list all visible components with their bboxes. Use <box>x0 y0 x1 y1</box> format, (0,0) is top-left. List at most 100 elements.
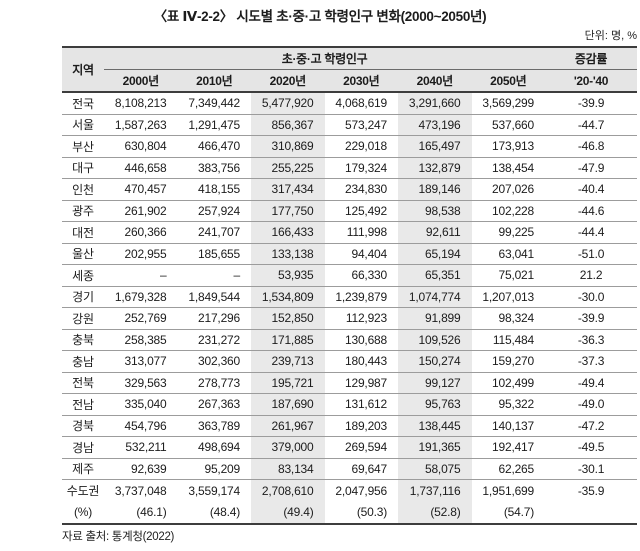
table-row: 제주 92,639 95,209 83,134 69,647 58,075 62,265 -3… <box>62 458 638 480</box>
region-cell: 전남 <box>62 393 104 416</box>
change-cell: -44.7 <box>545 114 638 136</box>
value-cell: 537,660 <box>471 114 546 136</box>
summary-value-cell: 2,047,956 (50.3) <box>324 479 398 525</box>
change-cell: -49.5 <box>545 436 638 459</box>
value-cell: 1,291,475 <box>177 114 251 136</box>
summary-value-cell-line1: 1,951,699 <box>482 484 535 498</box>
change-cell: -44.4 <box>545 221 638 244</box>
value-cell: 5,477,920 <box>251 92 325 115</box>
value-cell: 269,594 <box>324 436 398 459</box>
table-row: 전북 329,563 278,773 195,721 129,987 99,127 102,… <box>62 372 638 394</box>
value-cell: 98,538 <box>398 200 472 222</box>
value-cell: 229,018 <box>324 135 398 158</box>
region-cell: 대전 <box>62 221 104 244</box>
region-cell: 대구 <box>62 157 104 179</box>
summary-value-cell-line1: 1,737,116 <box>409 484 461 498</box>
table-title: 〈표 Ⅳ-2-2〉 시도별 초·중·고 학령인구 변화(2000~2050년) <box>153 9 487 24</box>
value-cell: 95,209 <box>177 458 251 480</box>
value-cell: 630,804 <box>104 135 178 158</box>
value-cell: 239,713 <box>251 350 325 373</box>
change-cell: 21.2 <box>545 264 638 287</box>
value-cell: 261,902 <box>104 200 178 222</box>
value-cell: 1,587,263 <box>104 114 178 136</box>
value-cell: 66,330 <box>324 264 398 287</box>
region-cell: 강원 <box>62 307 104 330</box>
value-cell: 1,239,879 <box>324 286 398 308</box>
value-cell: 75,021 <box>471 264 546 287</box>
value-cell: 418,155 <box>177 178 251 201</box>
summary-value-cell-line1: 3,559,174 <box>188 484 240 498</box>
value-cell: 132,879 <box>398 157 472 179</box>
value-cell: 125,492 <box>324 200 398 222</box>
value-cell: 112,923 <box>324 307 398 330</box>
value-cell: 1,679,328 <box>104 286 178 308</box>
value-cell: 91,899 <box>398 307 472 330</box>
value-cell: 383,756 <box>177 157 251 179</box>
value-cell: 131,612 <box>324 393 398 416</box>
change-column-header: 증감률 <box>545 47 638 70</box>
value-cell: 98,324 <box>471 307 546 330</box>
summary-change-cell-line2 <box>545 502 637 523</box>
table-row: 경북 454,796 363,789 261,967 189,203 138,445 140… <box>62 415 638 437</box>
value-cell: 102,228 <box>471 200 546 222</box>
value-cell: 111,998 <box>324 221 398 244</box>
value-cell: 192,417 <box>471 436 546 459</box>
summary-region-cell: 수도권 (%) <box>62 479 104 525</box>
change-cell: -30.0 <box>545 286 638 308</box>
year-header: 2030년 <box>324 69 398 93</box>
value-cell: 532,211 <box>104 436 178 459</box>
value-cell: 165,497 <box>398 135 472 158</box>
change-cell: -40.4 <box>545 178 638 201</box>
table-row: 서울 1,587,263 1,291,475 856,367 573,247 473,19… <box>62 114 638 136</box>
change-cell: -49.0 <box>545 393 638 416</box>
header-row-years: 2000년 2010년 2020년 2030년 2040년 2050년 '20-'40 <box>62 69 638 93</box>
value-cell: 166,433 <box>251 221 325 244</box>
value-cell: 454,796 <box>104 415 178 437</box>
summary-value-cell-line1: 2,047,956 <box>335 484 387 498</box>
value-cell: 187,690 <box>251 393 325 416</box>
summary-value-cell-line2: (46.1) <box>136 505 167 519</box>
table-row: 충북 258,385 231,272 171,885 130,688 109,526 115… <box>62 329 638 351</box>
change-cell: -46.8 <box>545 135 638 158</box>
change-cell: -30.1 <box>545 458 638 480</box>
value-cell: 267,363 <box>177 393 251 416</box>
table-row: 광주 261,902 257,924 177,750 125,492 98,538 102,… <box>62 200 638 222</box>
region-cell: 인천 <box>62 178 104 201</box>
region-column-header: 지역 <box>62 47 104 93</box>
region-cell: 전국 <box>62 92 104 115</box>
summary-value-cell: 3,737,048 (46.1) <box>104 479 178 525</box>
value-cell: 102,499 <box>471 372 546 394</box>
table-row: 전남 335,040 267,363 187,690 131,612 95,763 95,3… <box>62 393 638 416</box>
value-cell: – <box>177 264 251 287</box>
table-row: 경남 532,211 498,694 379,000 269,594 191,365 192… <box>62 436 638 459</box>
value-cell: 3,569,299 <box>471 92 546 115</box>
value-cell: 470,457 <box>104 178 178 201</box>
value-cell: 217,296 <box>177 307 251 330</box>
region-cell: 서울 <box>62 114 104 136</box>
region-cell: 부산 <box>62 135 104 158</box>
value-cell: 1,207,013 <box>471 286 546 308</box>
summary-value-cell: 1,737,116 (52.8) <box>398 479 472 525</box>
value-cell: 261,967 <box>251 415 325 437</box>
change-cell: -47.2 <box>545 415 638 437</box>
change-cell: -36.3 <box>545 329 638 351</box>
value-cell: 129,987 <box>324 372 398 394</box>
value-cell: 63,041 <box>471 243 546 265</box>
change-cell: -44.6 <box>545 200 638 222</box>
value-cell: 99,225 <box>471 221 546 244</box>
value-cell: 94,404 <box>324 243 398 265</box>
table-row: 경기 1,679,328 1,849,544 1,534,809 1,239,879 1,… <box>62 286 638 308</box>
table-row: 강원 252,769 217,296 152,850 112,923 91,899 98,3… <box>62 307 638 330</box>
summary-region-cell-line1: 수도권 <box>66 484 100 498</box>
table-row: 대전 260,366 241,707 166,433 111,998 92,611 99,2… <box>62 221 638 244</box>
year-header: 2020년 <box>251 69 325 93</box>
value-cell: 138,454 <box>471 157 546 179</box>
value-cell: 180,443 <box>324 350 398 373</box>
region-cell: 세종 <box>62 264 104 287</box>
value-cell: 92,611 <box>398 221 472 244</box>
value-cell: 179,324 <box>324 157 398 179</box>
region-cell: 충북 <box>62 329 104 351</box>
change-cell: -49.4 <box>545 372 638 394</box>
region-cell: 전북 <box>62 372 104 394</box>
value-cell: 140,137 <box>471 415 546 437</box>
